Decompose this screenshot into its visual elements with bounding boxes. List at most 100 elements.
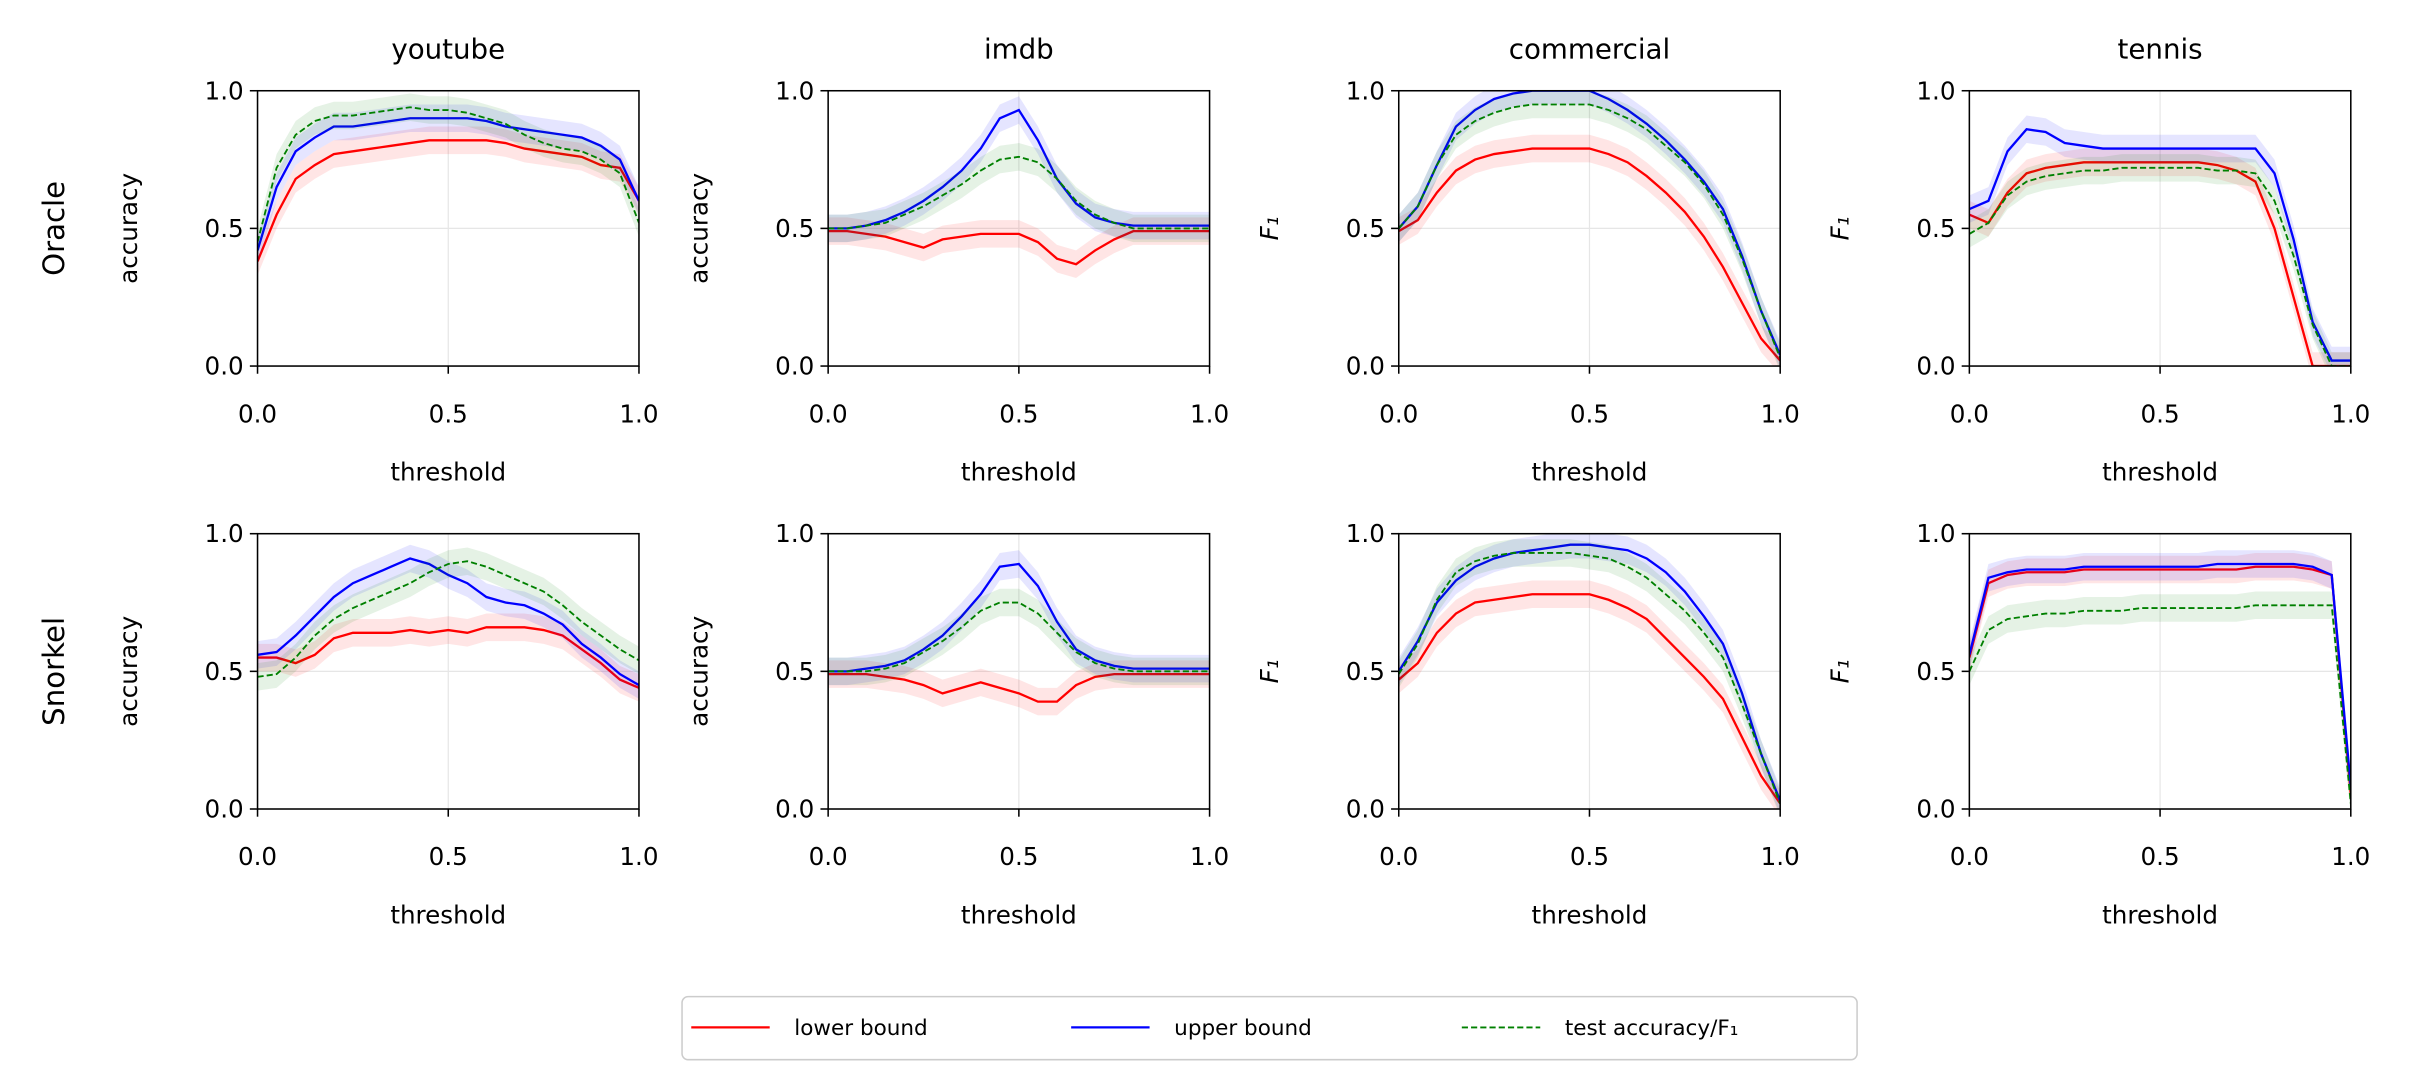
y-axis-label: F₁ [1255,659,1284,683]
axes-frame [827,532,1211,810]
panel-title: youtube [391,33,505,66]
axes-frame [256,532,640,810]
y-tick-label: 0.0 [1346,795,1385,824]
line [828,562,1210,673]
x-tick-label: 0.0 [809,399,848,428]
line [1398,90,1781,356]
confidence-band [828,143,1210,243]
axes-frame [1968,532,2352,810]
x-tick-label: 0.5 [2141,399,2180,428]
y-tick-label: 0.5 [205,657,244,686]
y-tick-label: 1.0 [775,76,814,105]
x-tick-label: 0.5 [1570,842,1609,871]
confidence-band [1398,134,1781,367]
x-tick-label: 1.0 [1761,399,1800,428]
line [257,117,639,251]
panel-title: commercial [1509,33,1670,66]
row-label: Snorkel [37,617,71,726]
y-tick-label: 0.5 [1916,657,1955,686]
line [1969,128,2351,362]
x-axis-label: threshold [390,901,506,930]
x-axis-label: threshold [1532,458,1648,487]
axes-frame [1968,89,2352,367]
x-tick-label: 1.0 [2331,842,2370,871]
x-tick-label: 0.5 [999,399,1038,428]
y-tick-label: 0.0 [775,352,814,381]
confidence-band [1398,539,1781,810]
x-tick-label: 1.0 [1190,399,1229,428]
line [1969,604,2351,804]
confidence-band [1969,550,2351,801]
line [828,601,1210,673]
y-tick-label: 0.5 [775,657,814,686]
line [1969,161,2351,367]
x-axis-label: threshold [2102,458,2218,487]
panel-title: imdb [984,33,1054,66]
x-tick-label: 0.0 [1950,399,1989,428]
confidence-band [257,547,639,691]
x-tick-label: 0.5 [999,842,1038,871]
line [1969,166,2351,367]
axes-frame [256,89,640,367]
x-tick-label: 0.0 [809,842,848,871]
x-tick-label: 0.0 [238,842,277,871]
line [828,672,1210,703]
confidence-band [828,96,1210,243]
x-tick-label: 0.5 [429,842,468,871]
y-tick-label: 0.0 [205,795,244,824]
y-tick-label: 0.0 [775,795,814,824]
confidence-band [257,93,639,256]
line [257,106,639,243]
line [1398,147,1781,362]
legend-label: test accuracy/F₁ [1565,1016,1738,1041]
y-tick-label: 0.5 [205,214,244,243]
line [257,557,639,687]
confidence-band [1969,591,2351,810]
x-tick-label: 1.0 [2331,399,2370,428]
y-axis-label: accuracy [114,173,143,284]
line [828,108,1210,230]
x-axis-label: threshold [961,458,1077,487]
line [1398,552,1781,804]
y-axis-label: F₁ [1826,216,1855,240]
y-tick-label: 0.5 [1346,214,1385,243]
x-axis-label: threshold [961,901,1077,930]
y-tick-label: 1.0 [1916,519,1955,548]
confidence-band [828,550,1210,686]
x-tick-label: 0.0 [238,399,277,428]
y-axis-label: accuracy [684,173,713,284]
axes-frame [1397,89,1781,367]
y-axis-label: accuracy [114,616,143,727]
x-tick-label: 0.0 [1379,399,1418,428]
x-axis-label: threshold [1532,901,1648,930]
confidence-band [1969,115,2351,367]
line [257,139,639,262]
x-tick-label: 0.5 [429,399,468,428]
line [828,155,1210,230]
x-tick-label: 0.5 [1570,399,1609,428]
y-tick-label: 1.0 [1346,76,1385,105]
confidence-band [1398,90,1781,367]
legend: lower bound upper bound test accuracy/F₁ [681,995,1858,1061]
panel-title: tennis [2118,33,2203,66]
x-tick-label: 1.0 [619,842,658,871]
line [257,560,639,678]
line [1398,593,1781,805]
axes-frame [1397,532,1781,810]
legend-frame [681,995,1858,1061]
confidence-band [828,217,1210,278]
axes-frame [827,89,1211,367]
x-axis-label: threshold [2102,901,2218,930]
y-tick-label: 1.0 [205,76,244,105]
confidence-band [257,613,639,702]
line [1398,543,1781,802]
confidence-band [828,588,1210,686]
confidence-band [257,126,639,276]
y-tick-label: 0.0 [1916,352,1955,381]
y-tick-label: 0.5 [1346,657,1385,686]
x-tick-label: 1.0 [619,399,658,428]
y-tick-label: 0.0 [205,352,244,381]
y-axis-label: F₁ [1826,659,1855,683]
